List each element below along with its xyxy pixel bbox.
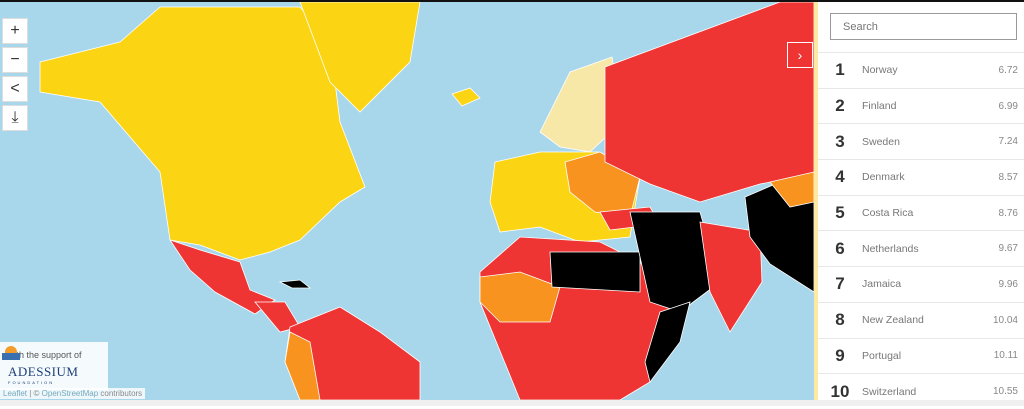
attribution-contributors: contributors (98, 389, 143, 398)
score: 7.24 (998, 136, 1018, 148)
sponsor-box: with the support of ADESSIUM FOUNDATION (0, 342, 108, 390)
share-button[interactable]: < (2, 76, 28, 102)
world-map[interactable]: + − < ⤓ › with the support of ADESSIUM FO… (0, 2, 814, 400)
region-greenland[interactable] (299, 2, 421, 113)
rank: 3 (835, 131, 845, 151)
download-icon: ⤓ (11, 109, 19, 126)
map-regions[interactable] (0, 2, 814, 400)
ranking-panel: 1 Norway 6.72 2 Finland 6.99 3 Sweden 7.24 4 Denma… (814, 2, 1024, 401)
region-south-america-west[interactable] (284, 331, 321, 400)
rank: 2 (835, 96, 845, 116)
rank: 5 (835, 203, 845, 223)
region-iceland[interactable] (451, 87, 481, 107)
score: 6.72 (998, 64, 1018, 76)
top-bar (0, 0, 1024, 2)
region-middle-east[interactable] (629, 211, 721, 313)
ranking-row[interactable]: 8 New Zealand 10.04 (818, 301, 1024, 338)
logo-subtext: FOUNDATION (8, 380, 55, 385)
country-name: Finland (862, 100, 897, 113)
score: 10.55 (992, 386, 1018, 398)
region-central-asia[interactable] (769, 171, 814, 208)
bottom-bar (0, 400, 1024, 406)
chevron-right-icon: › (797, 47, 803, 63)
country-name: Sweden (862, 135, 900, 148)
country-name: New Zealand (862, 314, 924, 327)
country-name: Portugal (862, 349, 902, 362)
osm-link[interactable]: OpenStreetMap (41, 389, 99, 398)
rank: 10 (830, 381, 850, 401)
score: 10.11 (993, 350, 1018, 362)
region-north-africa-black[interactable] (549, 251, 641, 293)
ranking-row[interactable]: 4 Denmark 8.57 (818, 159, 1024, 195)
plus-icon: + (10, 22, 20, 39)
rank: 7 (835, 274, 845, 294)
search-input[interactable] (830, 13, 1017, 40)
ranking-row[interactable]: 7 Jamaica 9.96 (818, 266, 1024, 302)
country-name: Denmark (862, 171, 905, 184)
ranking-row[interactable]: 6 Netherlands 9.67 (818, 230, 1024, 266)
score: 8.76 (998, 207, 1018, 219)
rank: 8 (835, 310, 845, 330)
country-name: Switzerland (862, 385, 917, 398)
score: 9.96 (998, 278, 1018, 290)
score: 8.57 (998, 171, 1018, 183)
leaflet-link[interactable]: Leaflet (3, 389, 28, 398)
attribution-sep: | © (27, 389, 42, 398)
zoom-out-button[interactable]: − (2, 47, 28, 73)
country-name: Jamaica (862, 278, 902, 291)
share-icon: < (10, 80, 20, 97)
ranking-row[interactable]: 2 Finland 6.99 (818, 87, 1024, 124)
region-west-africa[interactable] (479, 271, 561, 323)
minus-icon: − (10, 51, 20, 68)
zoom-in-button[interactable]: + (2, 18, 28, 44)
sun-icon (2, 346, 20, 360)
map-attribution: Leaflet | © OpenStreetMap contributors (0, 388, 146, 399)
country-name: Costa Rica (862, 207, 914, 220)
region-mexico[interactable] (169, 239, 276, 315)
rank: 4 (835, 167, 845, 187)
region-russia[interactable] (604, 2, 814, 203)
adessium-logo[interactable]: ADESSIUM FOUNDATION (2, 346, 108, 385)
logo-text: ADESSIUM (8, 364, 79, 379)
rank: 1 (835, 60, 845, 80)
download-button[interactable]: ⤓ (2, 105, 28, 131)
region-horn-of-africa[interactable] (644, 301, 691, 383)
rank: 6 (835, 238, 845, 258)
ranking-row[interactable]: 1 Norway 6.72 (818, 52, 1024, 88)
score: 10.04 (992, 314, 1018, 326)
ranking-list[interactable]: 1 Norway 6.72 2 Finland 6.99 3 Sweden 7.24 4 Denma… (818, 52, 1024, 409)
ranking-row[interactable]: 3 Sweden 7.24 (818, 123, 1024, 159)
score: 9.67 (998, 243, 1018, 255)
country-name: Netherlands (862, 242, 919, 255)
rank: 9 (835, 345, 845, 365)
ranking-row[interactable]: 10 Switzerland 10.55 (818, 373, 1024, 409)
ranking-row[interactable]: 9 Portugal 10.11 (818, 337, 1024, 374)
region-cuba[interactable] (278, 279, 312, 289)
score: 6.99 (998, 100, 1018, 112)
support-text: with the support of (8, 350, 82, 360)
ranking-row[interactable]: 5 Costa Rica 8.76 (818, 194, 1024, 231)
region-north-america[interactable] (39, 6, 366, 261)
country-name: Norway (862, 64, 898, 77)
expand-panel-button[interactable]: › (787, 42, 813, 68)
